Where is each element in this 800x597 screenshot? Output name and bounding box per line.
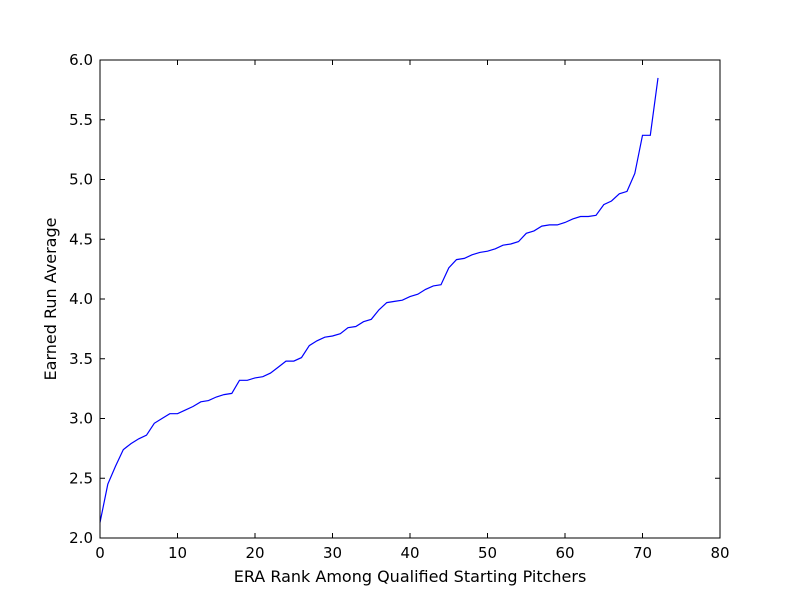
x-tick-label: 0	[95, 544, 105, 562]
y-tick-label: 4.0	[69, 290, 93, 308]
y-tick-labels: 2.0 2.5 3.0 3.5 4.0 4.5 5.0 5.5 6.0	[69, 51, 93, 547]
x-tick-label: 10	[168, 544, 187, 562]
x-tick-label: 50	[478, 544, 497, 562]
x-tick-label: 60	[555, 544, 574, 562]
plot-area	[100, 60, 720, 538]
y-tick-label: 2.0	[69, 529, 93, 547]
x-tick-label: 40	[400, 544, 419, 562]
x-tick-label: 30	[323, 544, 342, 562]
x-tick-label: 70	[633, 544, 652, 562]
y-tick-label: 4.5	[69, 230, 93, 248]
y-tick-label: 5.0	[69, 171, 93, 189]
plot-frame	[99, 59, 721, 539]
x-tick-label: 20	[245, 544, 264, 562]
y-tick-label: 3.5	[69, 350, 93, 368]
series-group	[99, 77, 659, 523]
y-axis-title: Earned Run Average	[41, 218, 60, 381]
y-tick-label: 3.0	[69, 410, 93, 428]
y-tick-label: 2.5	[69, 469, 93, 487]
y-tick-label: 6.0	[69, 51, 93, 69]
y-tick-label: 5.5	[69, 111, 93, 129]
x-tick-labels: 0 10 20 30 40 50 60 70 80	[95, 544, 729, 562]
era-series-line	[99, 77, 659, 523]
x-axis-title: ERA Rank Among Qualified Starting Pitche…	[234, 567, 587, 586]
x-tick-label: 80	[710, 544, 729, 562]
